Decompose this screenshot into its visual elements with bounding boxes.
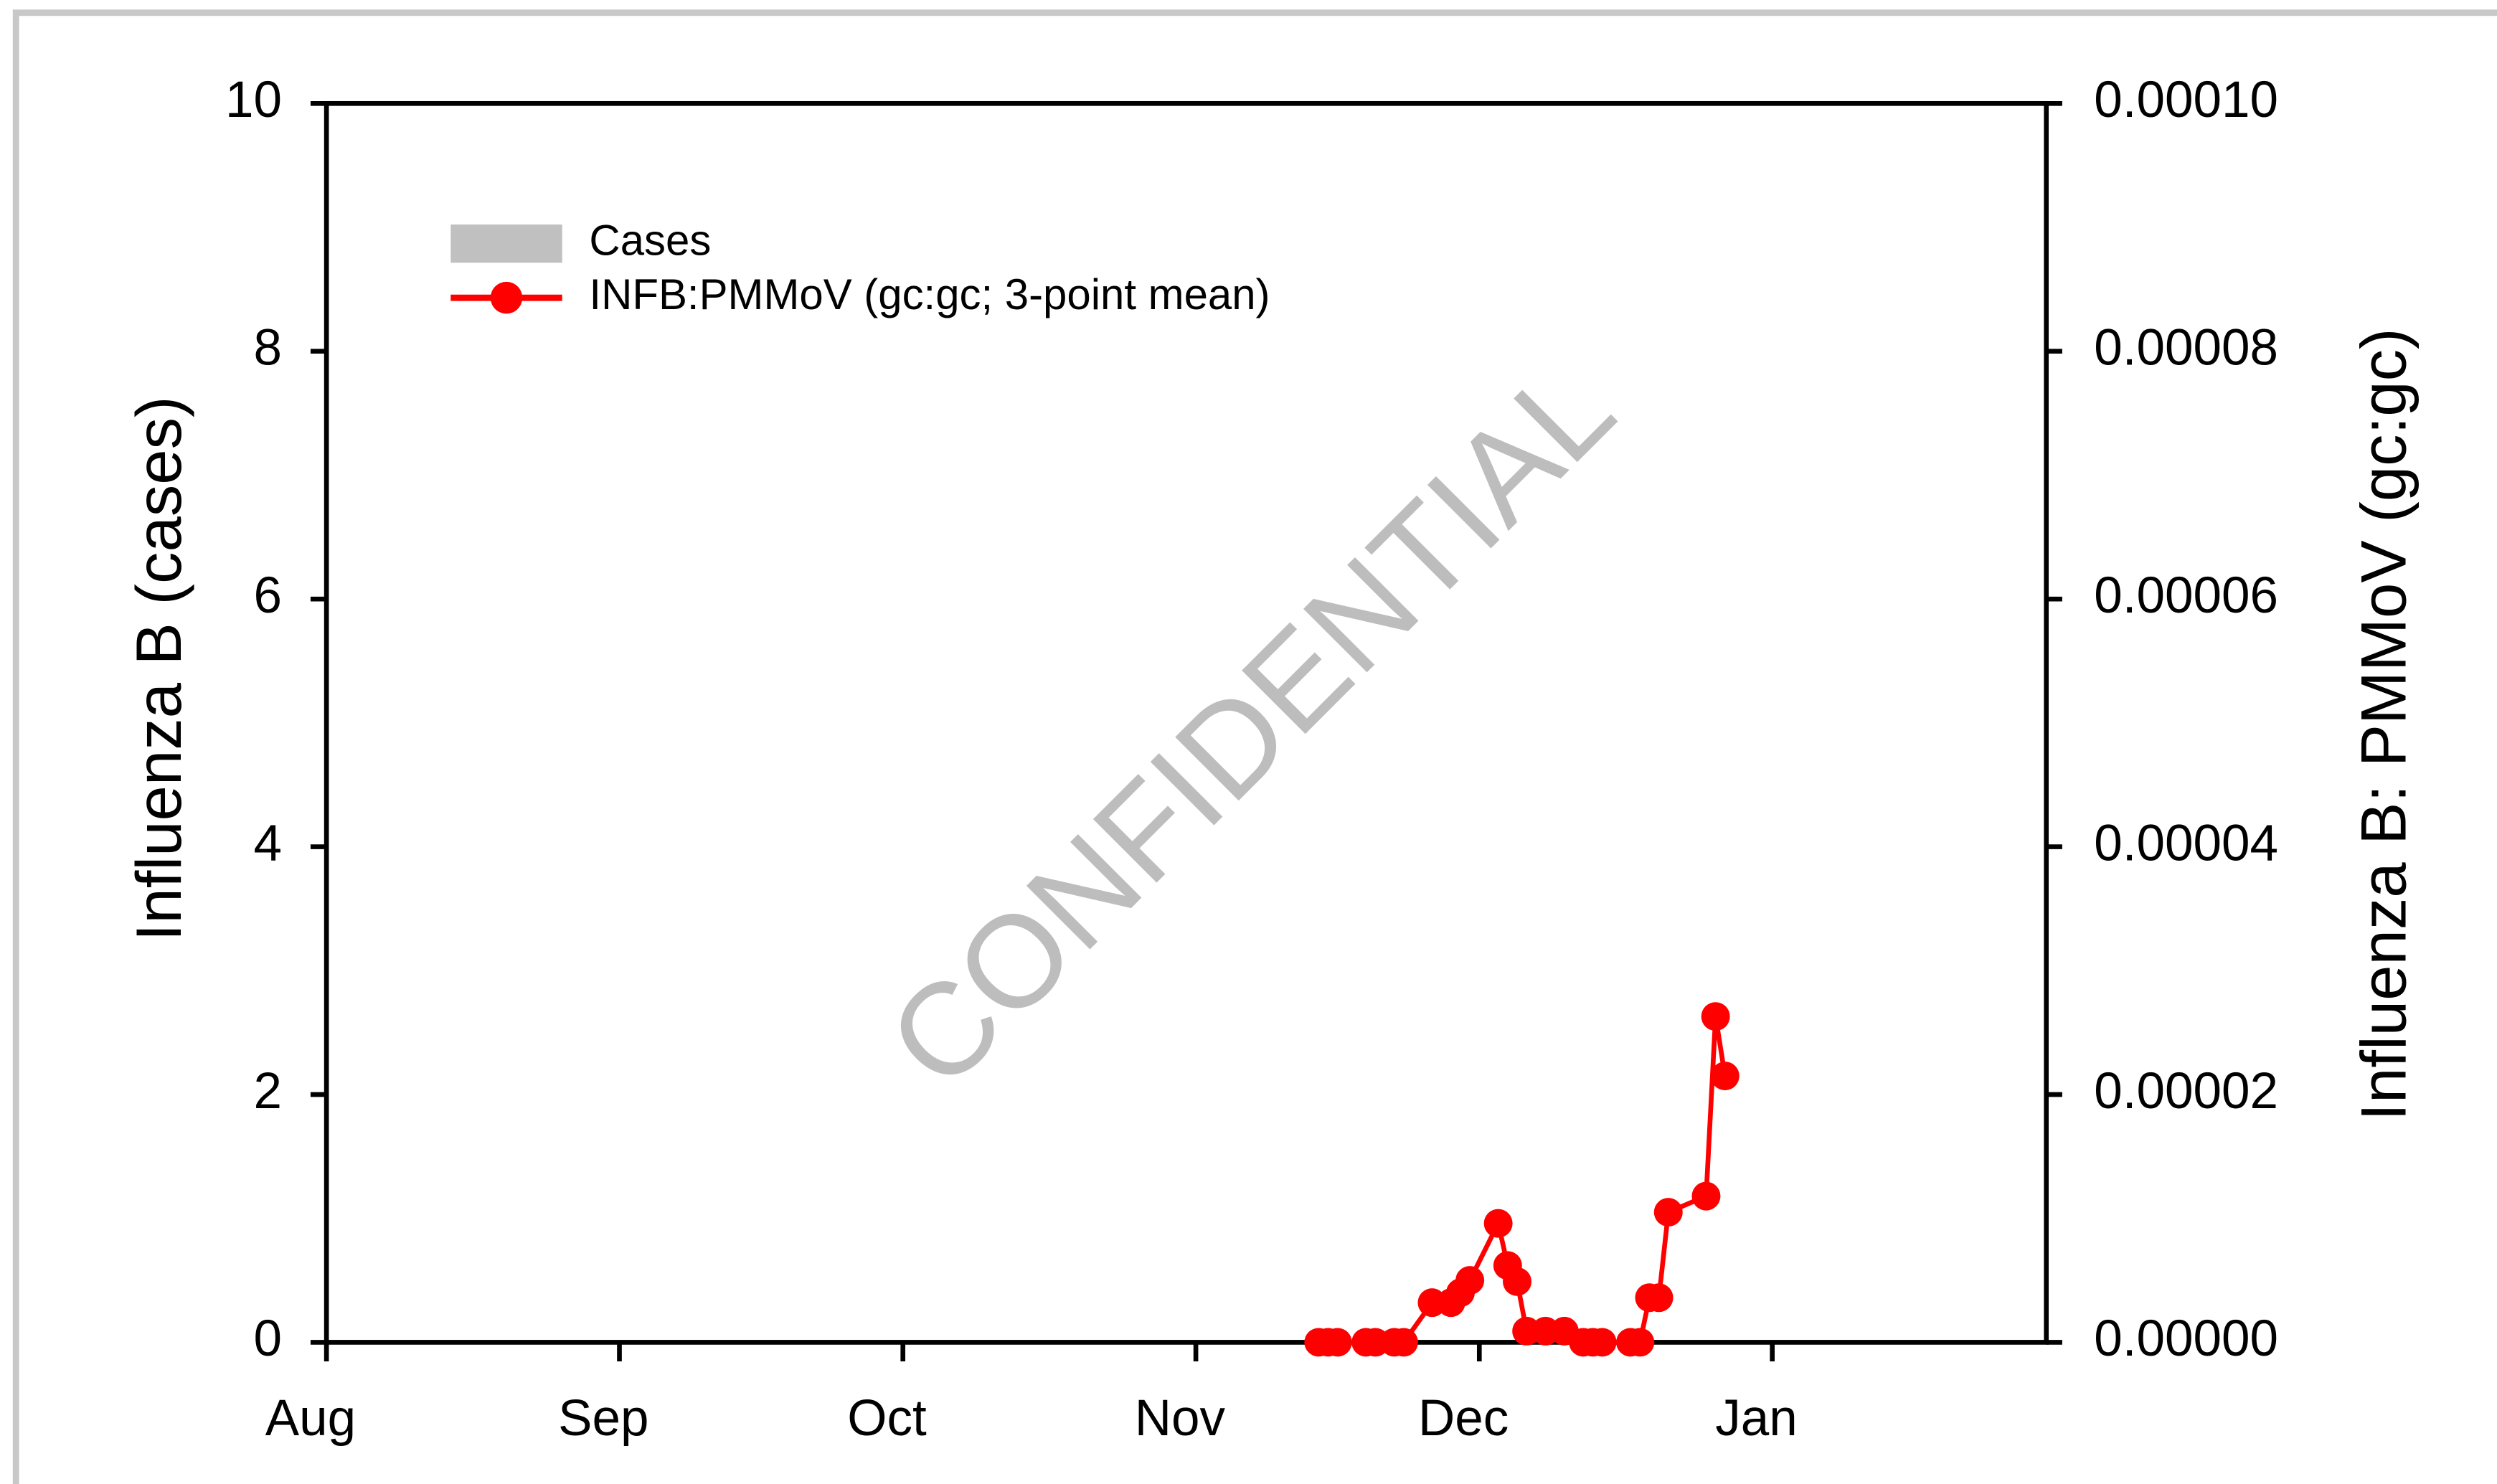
y2-tick-label: 0.00002 xyxy=(2094,1063,2278,1120)
data-point xyxy=(1691,1181,1721,1211)
y-tick-label: 2 xyxy=(253,1063,282,1120)
x-tick-label: Jan xyxy=(1715,1390,1797,1447)
data-point xyxy=(1323,1328,1352,1357)
x-tick-label: Sep xyxy=(558,1390,648,1447)
data-point xyxy=(1503,1267,1531,1296)
y-axis-title: Influenza B (cases) xyxy=(123,396,194,941)
data-point xyxy=(1483,1209,1513,1238)
y-tick-label: 6 xyxy=(253,567,282,624)
y2-tick-label: 0.00006 xyxy=(2094,567,2278,624)
legend-marker xyxy=(490,281,523,314)
y-tick-label: 8 xyxy=(253,319,282,376)
x-tick-label: Dec xyxy=(1418,1390,1509,1447)
y2-tick-label: 0.00010 xyxy=(2094,72,2278,128)
legend-label: INFB:PMMoV (gc:gc; 3-point mean) xyxy=(589,270,1270,318)
plot-frame xyxy=(324,100,2049,1345)
data-point xyxy=(1389,1328,1418,1357)
y2-tick-label: 0.00000 xyxy=(2094,1310,2278,1367)
x-tick-label: Oct xyxy=(847,1390,927,1447)
y2-tick-label: 0.00008 xyxy=(2094,319,2278,376)
y-tick-label: 0 xyxy=(253,1310,282,1367)
data-point xyxy=(1587,1328,1617,1357)
y2-axis-title: Influenza B: PMMoV (gc:gc) xyxy=(2348,328,2419,1120)
frame xyxy=(12,9,2497,1484)
data-point xyxy=(1625,1328,1655,1357)
y-tick-label: 4 xyxy=(253,815,282,871)
x-tick-label: Nov xyxy=(1135,1390,1226,1447)
data-point xyxy=(1701,1002,1730,1031)
data-point xyxy=(1710,1062,1740,1091)
data-point xyxy=(1455,1266,1485,1295)
legend-label: Cases xyxy=(589,216,711,264)
legend-swatch xyxy=(450,225,562,263)
data-point xyxy=(1653,1198,1683,1227)
y2-tick-label: 0.00004 xyxy=(2094,815,2278,871)
y-tick-label: 10 xyxy=(225,72,282,128)
data-point xyxy=(1644,1283,1674,1313)
x-tick-label: Aug xyxy=(265,1390,356,1447)
